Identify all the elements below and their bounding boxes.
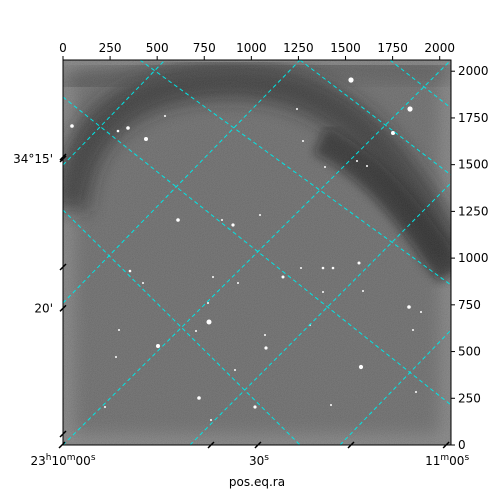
star: [321, 266, 325, 270]
star: [348, 77, 354, 83]
star: [357, 261, 361, 265]
grid-line: [63, 60, 301, 304]
star: [264, 334, 266, 336]
star: [331, 266, 335, 270]
ra-tick-mark: [254, 441, 262, 449]
star: [70, 124, 74, 128]
y-tick-label: 750: [458, 298, 481, 312]
grid-line: [63, 96, 451, 406]
sky-image: [63, 60, 451, 445]
y-tick-label: 1250: [458, 204, 489, 218]
y-tick-label: 500: [458, 345, 481, 359]
star: [330, 404, 332, 406]
dec-tick-mark: [59, 430, 67, 438]
star: [115, 356, 117, 358]
star: [221, 219, 223, 221]
x-tick-label: 1500: [330, 41, 361, 55]
star: [176, 218, 180, 222]
star: [144, 137, 148, 141]
x-tick-label: 0: [59, 41, 67, 55]
star: [300, 267, 302, 269]
y-tick-label: 1000: [458, 251, 489, 265]
x-tick-label: 2000: [424, 41, 455, 55]
star: [407, 106, 413, 112]
star: [264, 346, 268, 350]
dec-tick-mark: [59, 263, 67, 271]
y-tick-label: 2000: [458, 64, 489, 78]
star: [412, 329, 414, 331]
star: [362, 290, 364, 292]
dec-tick-label: 20': [34, 301, 53, 315]
coordinate-grid: [63, 60, 451, 445]
star: [358, 364, 364, 370]
ra-tick-label: 23h10m00s: [30, 453, 95, 468]
grid-line: [389, 60, 451, 109]
star: [234, 369, 236, 371]
star: [231, 223, 235, 227]
ra-tick-mark: [207, 441, 215, 449]
star: [253, 405, 257, 409]
y-tick-label: 1500: [458, 158, 489, 172]
star: [195, 330, 197, 332]
pixel-x-axis-top: 0 250 500 750 1000 1250 1500 1750 2000: [59, 41, 455, 60]
ra-axis-bottom: 23h10m00s 30s 11m00s: [30, 441, 469, 468]
star: [210, 419, 212, 421]
x-axis-label: pos.eq.ra: [229, 475, 285, 489]
star: [206, 319, 212, 325]
star: [104, 406, 106, 408]
star: [126, 126, 130, 130]
x-tick-label: 500: [146, 41, 169, 55]
dec-tick-mark: [59, 155, 67, 163]
grid-line: [63, 60, 166, 166]
star: [118, 329, 120, 331]
grid-line: [63, 60, 451, 445]
grid-line: [339, 329, 451, 445]
y-tick-label: 250: [458, 391, 481, 405]
star: [415, 391, 417, 393]
star: [116, 129, 120, 133]
star: [197, 396, 201, 400]
x-tick-label: 1000: [236, 41, 267, 55]
dec-tick-label: 34°15': [13, 152, 53, 166]
dec-tick-mark: [59, 153, 67, 161]
star: [207, 302, 209, 304]
star: [356, 160, 358, 162]
star: [156, 344, 160, 348]
ra-tick-mark: [58, 441, 66, 449]
ra-tick-label: 11m00s: [425, 453, 469, 468]
star: [420, 311, 422, 313]
pixel-y-axis-right: 0 250 500 750 1000 1250 1500 1750 2000: [451, 64, 489, 452]
star: [164, 115, 166, 117]
x-tick-label: 250: [99, 41, 122, 55]
ra-tick-mark: [347, 441, 355, 449]
y-tick-label: 1750: [458, 111, 489, 125]
ra-tick-label: 30s: [249, 453, 269, 468]
star: [391, 131, 395, 135]
star: [322, 291, 324, 293]
star: [237, 282, 239, 284]
star: [259, 214, 261, 216]
star: [296, 108, 298, 110]
x-tick-label: 1750: [377, 41, 408, 55]
x-tick-label: 750: [193, 41, 216, 55]
ra-tick-mark: [442, 441, 450, 449]
grid-line: [139, 60, 451, 286]
star: [324, 166, 326, 168]
dec-tick-mark: [59, 304, 67, 312]
grid-line: [299, 60, 451, 176]
star: [142, 282, 144, 284]
star: [302, 140, 304, 142]
grid-line: [189, 182, 451, 445]
y-tick-label: 0: [458, 438, 466, 452]
star: [366, 165, 368, 167]
star: [281, 275, 285, 279]
star: [212, 276, 214, 278]
star: [407, 305, 411, 309]
stars: [70, 77, 422, 421]
x-tick-label: 1250: [283, 41, 314, 55]
dec-axis-left: 34°15' 20': [13, 152, 67, 438]
star: [128, 269, 132, 273]
